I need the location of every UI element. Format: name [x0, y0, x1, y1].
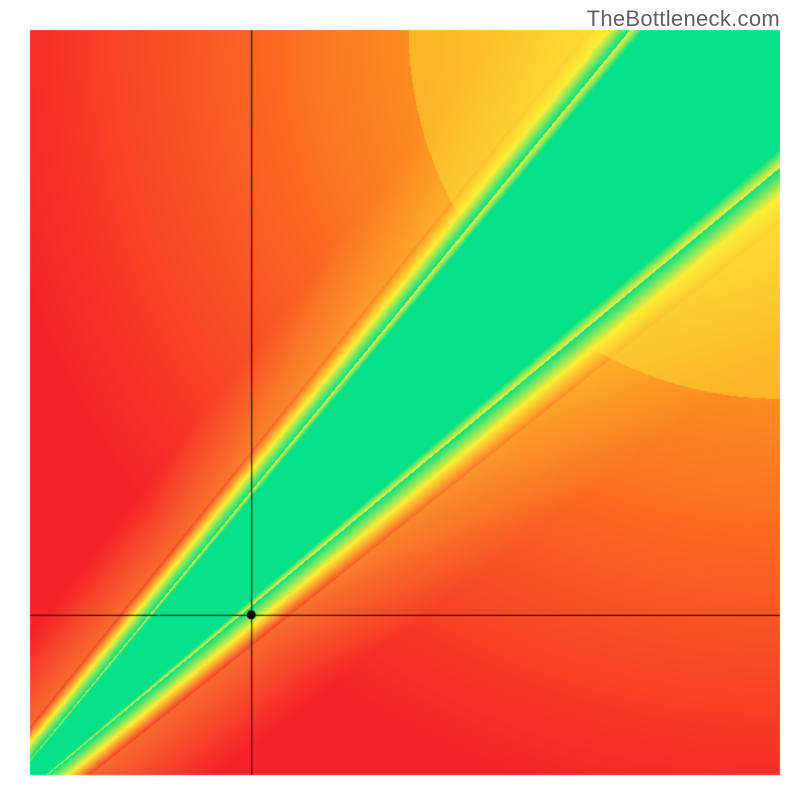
chart-container: TheBottleneck.com	[0, 0, 800, 800]
watermark-text: TheBottleneck.com	[587, 6, 780, 32]
heatmap-canvas	[0, 0, 800, 800]
